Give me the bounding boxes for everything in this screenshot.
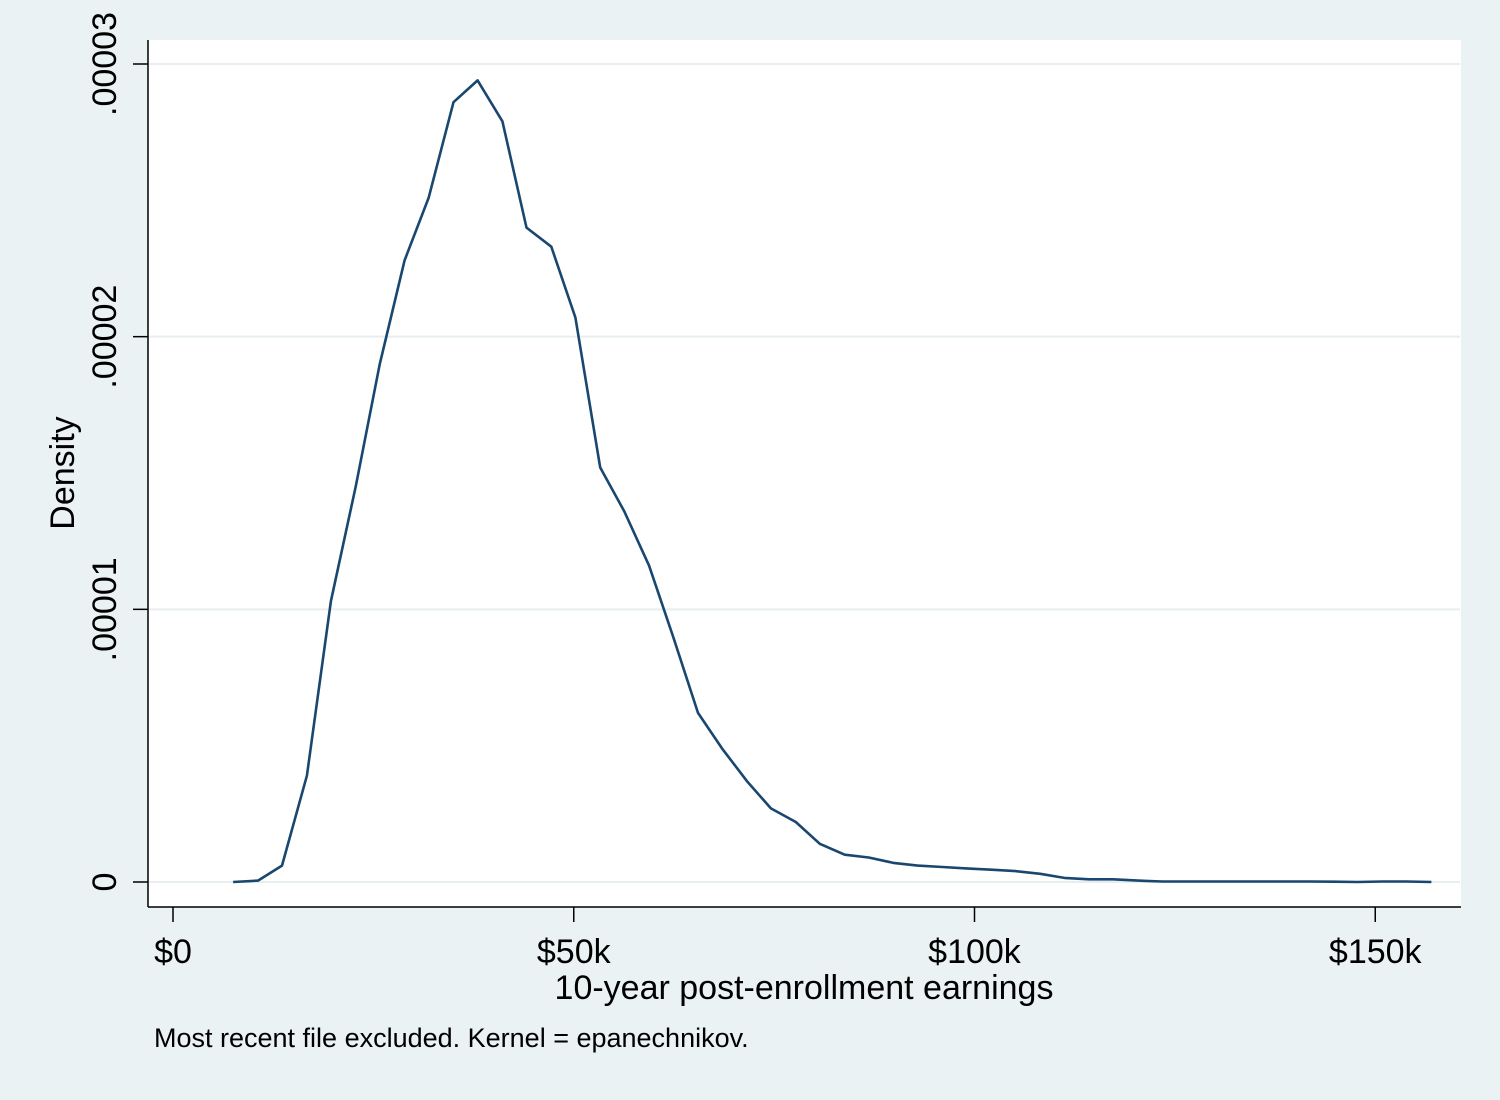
y-tick-label-2: .00002: [86, 285, 124, 389]
density-curve: [233, 79, 1432, 884]
y-ticks: 0 .00001 .00002 .00003: [86, 12, 148, 891]
y-axis-title: Density: [44, 416, 82, 529]
x-ticks: $0 $50k $100k $150k: [154, 907, 1423, 971]
x-tick-label-1: $50k: [537, 933, 612, 971]
x-axis-title: 10-year post-enrollment earnings: [555, 969, 1054, 1007]
x-tick-label-0: $0: [154, 933, 192, 971]
x-tick-label-3: $150k: [1329, 933, 1423, 971]
x-tick-label-2: $100k: [928, 933, 1022, 971]
chart-note: Most recent file excluded. Kernel = epan…: [154, 1023, 749, 1053]
plot-area: [148, 40, 1461, 907]
y-tick-label-1: .00001: [86, 557, 124, 661]
y-tick-label-3: .00003: [86, 12, 124, 116]
y-tick-label-0: 0: [86, 873, 124, 892]
axes: [147, 40, 1461, 908]
